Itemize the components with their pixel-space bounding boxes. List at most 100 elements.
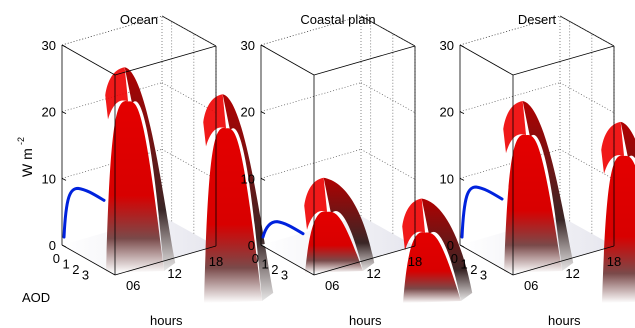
aod-curve xyxy=(62,186,106,239)
z-tickmark-30 xyxy=(260,44,266,48)
z-tickmark-10 xyxy=(61,177,67,181)
surface-back-day-1 xyxy=(124,67,176,271)
z-tick-0: 0 xyxy=(447,238,454,253)
grid-z-left-20 xyxy=(260,82,362,113)
z-tickmark-20 xyxy=(61,111,67,115)
z-tickmark-20 xyxy=(260,111,266,115)
z-tickmark-30 xyxy=(459,44,465,48)
z-tick-10: 10 xyxy=(440,171,454,186)
box-top-right xyxy=(512,45,615,76)
surface-top-day-1 xyxy=(105,67,129,120)
z-tickmark-30 xyxy=(61,44,67,48)
z-tickmark-0 xyxy=(459,244,465,248)
surface-back-day-2 xyxy=(620,121,635,159)
surface-front-day-2 xyxy=(204,127,262,303)
box-top-front xyxy=(459,44,514,76)
box-top-front xyxy=(61,44,116,76)
surface-top-day-1 xyxy=(304,177,328,230)
hour-tick-06: 06 xyxy=(524,278,538,293)
panel-title: Coastal plain xyxy=(300,12,375,27)
surface-top-day-2 xyxy=(203,94,227,147)
aod-tick-2: 2 xyxy=(72,262,79,277)
surface-top-day-2 xyxy=(601,121,625,174)
z-tickmark-20 xyxy=(459,111,465,115)
surface-back-day-2 xyxy=(421,198,473,301)
aod-tick-0: 0 xyxy=(451,251,458,266)
aod-tick-3: 3 xyxy=(82,268,89,283)
grid-z-back-20 xyxy=(559,82,615,113)
grid-z-back-10 xyxy=(360,149,416,180)
hour-tick-06: 06 xyxy=(126,278,140,293)
box-bottom-right xyxy=(114,245,217,276)
surface-front-day-1 xyxy=(106,101,164,273)
grid-z-back-30 xyxy=(161,15,217,47)
hour-tick-12: 12 xyxy=(565,266,579,281)
hour-tick-12: 12 xyxy=(167,266,181,281)
aod-curve xyxy=(261,220,305,239)
y-axis-label: W m -2 xyxy=(16,137,35,177)
aod-tick-2: 2 xyxy=(271,262,278,277)
z-tick-0: 0 xyxy=(248,238,255,253)
hour-tick-12: 12 xyxy=(366,266,380,281)
aod-tick-3: 3 xyxy=(480,268,487,283)
surface-front-day-2 xyxy=(403,232,461,303)
surface-top-day-2 xyxy=(402,198,426,251)
box-bottom-front xyxy=(260,244,315,276)
box-top-right xyxy=(114,45,217,76)
surface-back-day-1 xyxy=(522,101,574,272)
grid-z-back-10 xyxy=(559,149,615,180)
surface-top-day-1 xyxy=(503,101,527,154)
z-tick-10: 10 xyxy=(241,171,255,186)
hours-label-coastal: hours xyxy=(349,313,382,328)
z-tick-30: 30 xyxy=(440,38,454,53)
box-bottom-front xyxy=(61,244,116,276)
box-top-right xyxy=(313,45,416,76)
panel-title: Desert xyxy=(518,12,557,27)
aod-tick-1: 1 xyxy=(460,257,467,272)
hour-tick-18: 18 xyxy=(209,254,223,269)
z-tick-0: 0 xyxy=(49,238,56,253)
grid-z-left-20 xyxy=(459,82,561,113)
y-axis-label-text: W m xyxy=(19,148,35,177)
z-tickmark-10 xyxy=(459,177,465,181)
z-tickmark-10 xyxy=(260,177,266,181)
grid-z-back-30 xyxy=(360,15,416,47)
grid-z-back-10 xyxy=(161,149,217,180)
grid-z-back-20 xyxy=(360,82,416,113)
aod-tick-1: 1 xyxy=(62,257,69,272)
z-tickmark-0 xyxy=(61,244,67,248)
hour-tick-18: 18 xyxy=(607,254,621,269)
z-tick-20: 20 xyxy=(42,105,56,120)
z-tick-10: 10 xyxy=(42,171,56,186)
box-bottom-right xyxy=(512,245,615,276)
z-tick-20: 20 xyxy=(440,105,454,120)
surface-back-day-1 xyxy=(323,177,375,271)
aod-tick-1: 1 xyxy=(261,257,268,272)
z-tick-30: 30 xyxy=(42,38,56,53)
hours-label-desert: hours xyxy=(548,313,581,328)
z-tickmark-0 xyxy=(260,244,266,248)
aod-tick-2: 2 xyxy=(470,262,477,277)
aod-curve xyxy=(460,185,504,239)
surface-back-day-2 xyxy=(222,94,274,301)
z-tick-30: 30 xyxy=(241,38,255,53)
hour-tick-06: 06 xyxy=(325,278,339,293)
surface-front-day-2 xyxy=(602,155,635,303)
box-top-front xyxy=(260,44,315,76)
panel-title: Ocean xyxy=(120,12,158,27)
grid-z-left-10 xyxy=(260,148,362,179)
hours-label-ocean: hours xyxy=(150,313,183,328)
grid-z-back-20 xyxy=(161,82,217,113)
surface-front-day-1 xyxy=(305,211,363,273)
aod-axis-label: AOD xyxy=(22,290,50,305)
z-tick-20: 20 xyxy=(241,105,255,120)
aod-tick-0: 0 xyxy=(53,251,60,266)
box-bottom-right xyxy=(313,245,416,276)
hour-tick-18: 18 xyxy=(408,254,422,269)
y-axis-label-exponent: -2 xyxy=(16,137,26,145)
